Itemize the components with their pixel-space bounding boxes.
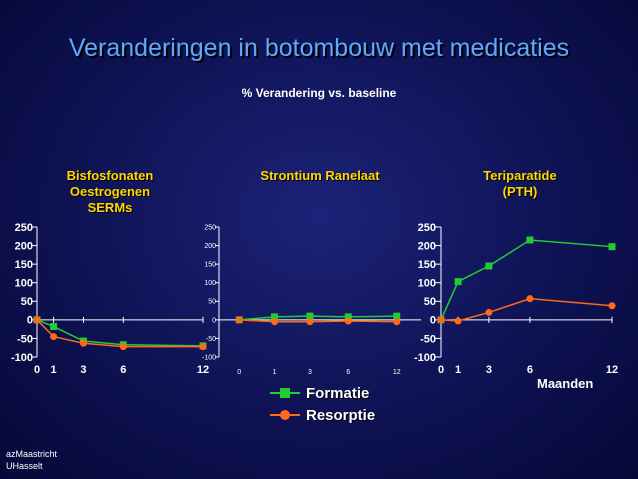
data-point-resorptie <box>526 295 534 303</box>
data-point-formatie <box>344 313 352 321</box>
x-tick-label: 3 <box>486 364 492 376</box>
y-tick-label: 50 <box>424 296 436 308</box>
y-tick-label: 150 <box>204 262 216 269</box>
footer-line: azMaastricht <box>6 449 58 459</box>
y-tick-label: 0 <box>430 315 436 327</box>
footer-line: UHasselt <box>6 461 43 471</box>
x-tick-label: 1 <box>273 369 277 376</box>
panel-3-label-line: (PTH) <box>502 184 538 199</box>
data-point-formatie <box>454 278 462 286</box>
panel-1-label-line: Oestrogenen <box>69 184 151 199</box>
data-point-formatie <box>50 323 58 331</box>
y-tick-label: 50 <box>21 296 33 308</box>
y-tick-label: 50 <box>208 299 216 306</box>
data-point-formatie <box>306 312 314 320</box>
panel-1-label: Bisfosfonaten Oestrogenen SERMs <box>40 168 180 216</box>
panel-1-label-line: Bisfosfonaten <box>66 168 154 183</box>
panel-1-label-line: SERMs <box>87 200 133 215</box>
y-tick-label: 0 <box>27 315 33 327</box>
x-tick-label: 0 <box>34 364 40 376</box>
slide-title: Veranderingen in botombouw met medicatie… <box>68 34 570 62</box>
data-point-resorptie <box>437 316 445 324</box>
data-point-resorptie <box>33 316 41 324</box>
y-tick-label: 250 <box>204 224 216 231</box>
panel-3-label: Teriparatide (PTH) <box>455 168 585 200</box>
data-point-resorptie <box>235 316 243 324</box>
y-tick-label: 200 <box>418 240 436 252</box>
panel-2-label-line: Strontium Ranelaat <box>260 168 380 183</box>
y-tick-label: 150 <box>15 259 33 271</box>
legend-formatie-marker <box>280 388 290 398</box>
data-point-formatie <box>608 243 616 251</box>
footer-logo-text: azMaastricht UHasselt <box>6 448 57 472</box>
legend-markers <box>270 388 300 420</box>
x-axis-unit-label: Maanden <box>537 376 594 391</box>
series-line-formatie <box>440 239 613 321</box>
x-tick-label: 1 <box>455 364 461 376</box>
data-point-resorptie <box>393 318 401 326</box>
panel-3-label-line: Teriparatide <box>483 168 557 183</box>
x-tick-label: 3 <box>80 364 86 376</box>
x-tick-label: 1 <box>51 364 57 376</box>
series-line-formatie <box>239 315 397 321</box>
x-tick-label: 12 <box>606 364 618 376</box>
y-tick-label: 100 <box>418 278 436 290</box>
data-point-resorptie <box>271 318 279 326</box>
data-point-resorptie <box>50 333 58 341</box>
x-tick-label: 0 <box>438 364 444 376</box>
x-tick-label: 6 <box>120 364 126 376</box>
y-tick-label: 100 <box>204 280 216 287</box>
y-tick-label: 100 <box>15 278 33 290</box>
x-tick-label: 12 <box>393 369 401 376</box>
panel-2-label: Strontium Ranelaat <box>235 168 405 184</box>
y-tick-label: -100 <box>11 352 33 364</box>
data-point-resorptie <box>608 302 616 310</box>
data-point-resorptie <box>79 339 87 347</box>
x-tick-label: 6 <box>346 369 350 376</box>
legend-resorptie-marker <box>280 410 290 420</box>
x-tick-label: 3 <box>308 369 312 376</box>
x-tick-label: 0 <box>237 369 241 376</box>
series-line-resorptie <box>440 297 613 322</box>
data-point-resorptie <box>344 317 352 325</box>
y-tick-label: -50 <box>420 333 436 345</box>
y-tick-label: -50 <box>206 336 216 343</box>
x-tick-label: 12 <box>197 364 209 376</box>
x-tick-label: 6 <box>527 364 533 376</box>
y-tick-label: 250 <box>418 222 436 234</box>
chart-subtitle: % Verandering vs. baseline <box>241 86 397 100</box>
data-point-resorptie <box>306 318 314 326</box>
y-tick-label: -50 <box>17 333 33 345</box>
y-tick-label: 250 <box>15 222 33 234</box>
data-point-formatie <box>526 236 534 244</box>
y-tick-label: 0 <box>212 317 216 324</box>
data-point-resorptie <box>485 308 493 316</box>
data-point-formatie <box>393 312 401 320</box>
data-point-resorptie <box>199 343 207 351</box>
data-point-formatie <box>485 262 493 270</box>
data-point-resorptie <box>454 317 462 325</box>
y-tick-label: -100 <box>414 352 436 364</box>
data-point-formatie <box>271 313 279 321</box>
legend-formatie-label: Formatie <box>306 385 370 402</box>
y-tick-label: -100 <box>202 354 216 361</box>
y-tick-label: 200 <box>15 240 33 252</box>
data-point-resorptie <box>119 343 127 351</box>
y-tick-label: 150 <box>418 259 436 271</box>
y-tick-label: 200 <box>204 243 216 250</box>
legend-resorptie-label: Resorptie <box>306 407 376 424</box>
